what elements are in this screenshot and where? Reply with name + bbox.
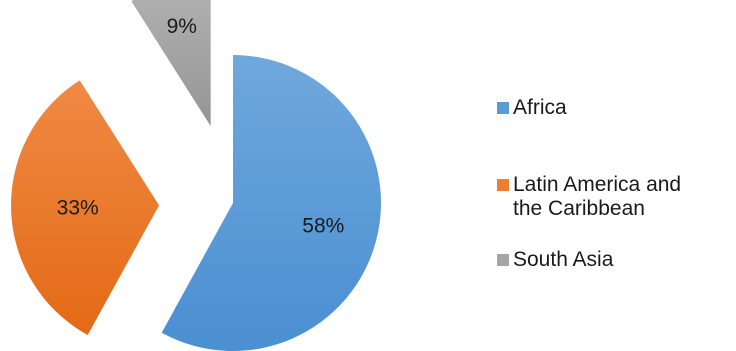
pie-label-south-asia: 9% bbox=[167, 15, 197, 38]
legend-swatch-south-asia bbox=[497, 254, 509, 266]
legend-swatch-africa bbox=[497, 102, 509, 114]
pie-slice-africa bbox=[161, 55, 381, 351]
legend-label-latin-america-line2: the Caribbean bbox=[513, 197, 645, 220]
legend-item-south-asia: South Asia bbox=[497, 248, 613, 272]
legend-label-latin-america: Latin America and the Caribbean bbox=[513, 173, 681, 221]
legend-item-latin-america: Latin America and the Caribbean bbox=[497, 173, 681, 221]
pie-label-africa: 58% bbox=[302, 215, 344, 238]
legend-label-south-asia: South Asia bbox=[513, 248, 614, 271]
legend-swatch-latin-america bbox=[497, 179, 509, 191]
pie-slice-latin-america bbox=[11, 80, 160, 336]
pie-label-latin-america: 33% bbox=[57, 196, 99, 219]
legend-label-africa: Africa bbox=[513, 96, 567, 119]
pie-slice-south-asia bbox=[131, 0, 211, 127]
legend-item-africa: Africa bbox=[497, 96, 567, 120]
legend-label-latin-america-line1: Latin America and bbox=[513, 173, 682, 196]
